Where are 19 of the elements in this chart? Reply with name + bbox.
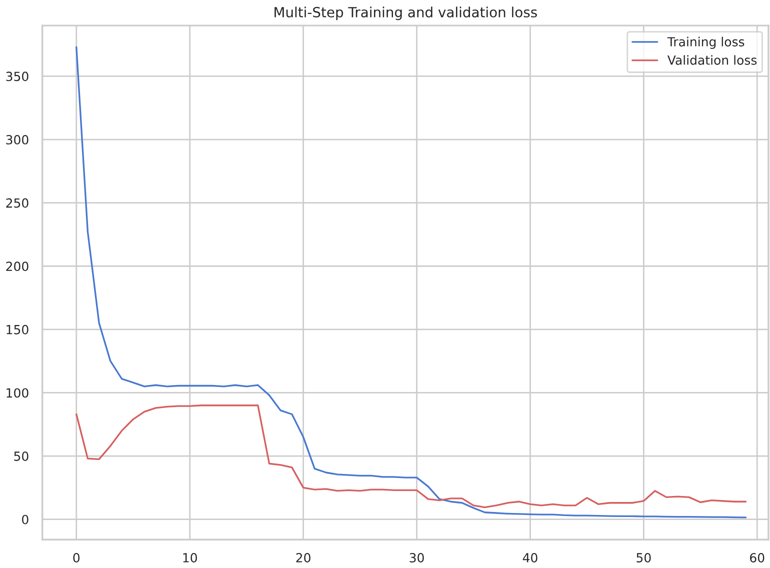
legend-label: Training loss: [667, 36, 744, 49]
y-tick-label: 200: [6, 262, 28, 272]
chart-title: Multi-Step Training and validation loss: [274, 6, 537, 20]
x-tick-label: 30: [410, 553, 424, 562]
x-tick-label: 0: [73, 553, 80, 562]
legend-label: Validation loss: [667, 55, 757, 65]
y-tick-label: 0: [22, 514, 28, 524]
x-tick-label: 40: [522, 553, 538, 562]
y-tick-label: 350: [6, 72, 28, 82]
y-tick-label: 250: [6, 198, 28, 208]
y-tick-label: 150: [6, 324, 28, 334]
x-tick-label: 60: [750, 553, 764, 562]
x-tick-label: 10: [183, 553, 197, 562]
y-tick-label: 100: [6, 388, 28, 398]
y-tick-label: 300: [6, 134, 28, 144]
line-series: [76, 404, 747, 508]
x-tick-label: 50: [636, 553, 651, 562]
y-tick-label: 50: [14, 452, 28, 461]
x-tick-label: 20: [296, 553, 310, 562]
